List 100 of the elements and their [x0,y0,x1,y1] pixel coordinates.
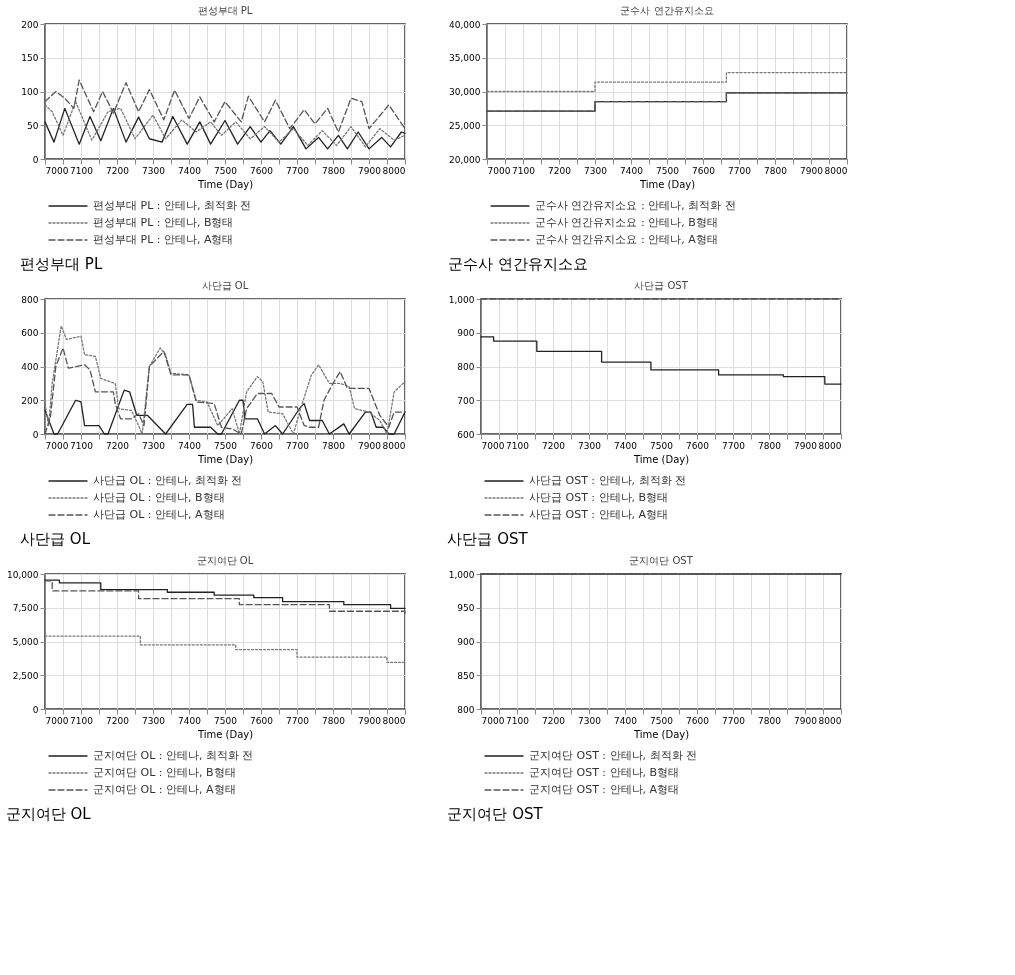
x-tick-label: 7500 [214,715,238,726]
x-tick-label: 7000 [45,165,69,176]
legend-label: 사단급 OST : 안테나, B형태 [529,491,669,504]
x-tick-label: 7400 [614,715,638,726]
y-tick-label: 7,500 [12,603,39,614]
legend-label: 사단급 OST : 안테나, 최적화 전 [529,474,687,487]
y-tick-label: 600 [21,328,39,339]
legend-label: 사단급 OL : 안테나, B형태 [93,491,225,504]
legend-label: 편성부대 PL : 안테나, B형태 [93,216,234,229]
y-tick-label: 150 [21,53,39,64]
x-tick-label: 7300 [142,165,166,176]
x-tick-label: 7000 [481,715,505,726]
x-tick-label: 7000 [45,715,69,726]
chart-title: 사단급 OL [201,280,249,291]
x-tick-label: 7700 [286,715,310,726]
x-tick-label: 7900 [358,165,382,176]
x-tick-label: 7300 [584,165,608,176]
y-tick-label: 50 [27,120,39,131]
x-tick-label: 7600 [692,165,716,176]
x-tick-label: 7700 [728,165,752,176]
y-tick-label: 400 [21,362,39,372]
x-tick-label: 7300 [578,440,602,451]
legend-label: 군수사 연간유지소요 : 안테나, 최적화 전 [535,199,736,212]
legend-label: 군지여단 OST : 안테나, 최적화 전 [529,749,698,762]
chart-title: 군수사 연간유지소요 [620,5,714,16]
x-tick-label: 7700 [286,440,310,451]
x-tick-label: 7800 [322,440,346,451]
x-tick-label: 7400 [178,715,202,726]
x-tick-label: 8000 [824,165,848,176]
y-tick-label: 35,000 [449,53,481,64]
x-tick-label: 7500 [214,440,238,451]
legend-label: 군지여단 OL : 안테나, A형태 [93,783,236,796]
legend-label: 군수사 연간유지소요 : 안테나, A형태 [535,233,718,246]
text: 사단급 OST [447,529,529,548]
x-tick-label: 7300 [142,440,166,451]
y-tick-label: 800 [457,362,475,372]
text: 군지여단 OST [447,804,544,823]
line-series [44,107,406,150]
x-tick-label: 7500 [650,440,674,451]
x-tick-label: 7400 [178,165,202,176]
y-tick-label: 950 [457,603,475,614]
x-tick-label: 7600 [250,440,274,451]
text: 사단급 OL [20,529,91,548]
y-tick-label: 0 [32,704,39,715]
x-tick-label: 7000 [487,165,511,176]
y-tick-label: 0 [32,429,39,440]
x-axis-title: Time (Day) [632,728,690,740]
x-tick-label: 7900 [358,715,382,726]
x-tick-label: 7300 [578,715,602,726]
y-tick-label: 10,000 [7,569,39,580]
x-tick-label: 7700 [286,165,310,176]
chart-title: 군지여단 OL [196,555,254,566]
x-tick-label: 7300 [142,715,166,726]
x-tick-label: 7100 [506,440,530,451]
y-tick-label: 40,000 [449,19,481,30]
legend-label: 군지여단 OL : 안테나, B형태 [93,766,236,779]
text: 군지여단 OL [5,804,92,823]
y-tick-label: 0 [32,154,39,165]
legend-label: 사단급 OL : 안테나, A형태 [93,508,225,521]
x-axis-title: Time (Day) [196,453,254,465]
text: 편성부대 PL [20,254,103,273]
y-tick-label: 850 [457,670,475,681]
y-tick-label: 600 [457,429,475,440]
y-tick-label: 700 [457,395,475,406]
x-tick-label: 7400 [620,165,644,176]
x-tick-label: 7900 [794,440,818,451]
text: 군수사 연간유지소요 [447,254,588,273]
x-tick-label: 7200 [542,440,566,451]
x-tick-label: 8000 [382,715,406,726]
x-tick-label: 7200 [542,715,566,726]
x-tick-label: 7500 [656,165,680,176]
y-tick-label: 30,000 [449,87,481,97]
x-tick-label: 7100 [506,715,530,726]
y-tick-label: 100 [21,87,39,97]
line-series [44,79,406,133]
x-tick-label: 7200 [548,165,572,176]
legend-label: 군지여단 OST : 안테나, A형태 [529,783,680,796]
x-axis-title: Time (Day) [196,178,254,190]
legend-label: 편성부대 PL : 안테나, A형태 [93,233,234,246]
x-tick-label: 8000 [818,440,842,451]
x-tick-label: 7100 [512,165,536,176]
x-tick-label: 7800 [322,165,346,176]
x-tick-label: 7600 [250,165,274,176]
x-tick-label: 7500 [214,165,238,176]
x-tick-label: 7600 [250,715,274,726]
x-tick-label: 7600 [686,440,710,451]
y-tick-label: 200 [21,19,39,30]
x-tick-label: 7800 [758,440,782,451]
x-tick-label: 7700 [722,440,746,451]
legend-label: 사단급 OST : 안테나, A형태 [529,508,669,521]
legend-label: 군지여단 OST : 안테나, B형태 [529,766,680,779]
x-tick-label: 7700 [722,715,746,726]
y-tick-label: 2,500 [12,670,39,681]
x-tick-label: 7000 [45,440,69,451]
x-axis-title: Time (Day) [632,453,690,465]
x-tick-label: 7800 [758,715,782,726]
line-series [44,100,406,148]
x-tick-label: 7900 [358,440,382,451]
legend-label: 군수사 연간유지소요 : 안테나, B형태 [535,216,718,229]
y-tick-label: 200 [21,395,39,406]
